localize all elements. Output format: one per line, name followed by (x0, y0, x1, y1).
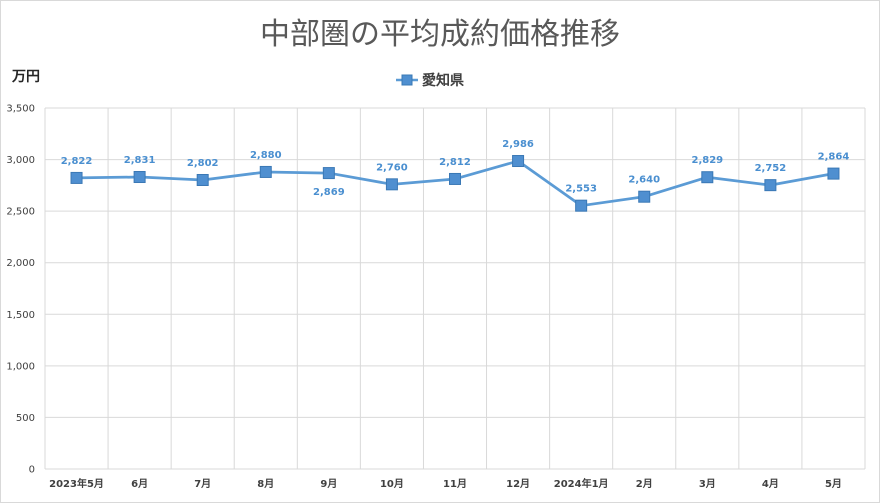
gridlines (44, 107, 866, 470)
data-point-marker (70, 171, 83, 184)
data-point-marker (322, 167, 335, 180)
legend: 愛知県 (396, 72, 464, 89)
data-point-marker (196, 173, 209, 186)
y-tick-label: 2,000 (6, 258, 35, 269)
data-label: 2,752 (755, 163, 787, 174)
x-tick-label: 12月 (506, 478, 530, 490)
data-label: 2,822 (61, 156, 93, 167)
data-label: 2,831 (124, 155, 156, 166)
series-line (70, 155, 840, 212)
x-tick-label: 2024年1月 (554, 477, 609, 490)
data-point-marker (385, 178, 398, 191)
x-tick-label: 10月 (380, 478, 404, 490)
data-point-marker (575, 199, 588, 212)
y-tick-label: 500 (16, 413, 35, 424)
data-point-marker (827, 167, 840, 180)
x-tick-label: 11月 (443, 478, 467, 490)
data-label: 2,760 (376, 162, 408, 173)
y-tick-label: 0 (29, 465, 35, 476)
data-point-marker (701, 171, 714, 184)
y-tick-label: 3,500 (6, 104, 35, 115)
x-tick-label: 3月 (699, 478, 716, 490)
chart-title: 中部圏の平均成約価格推移 (260, 17, 620, 52)
legend-marker (401, 74, 413, 86)
x-tick-label: 7月 (194, 478, 211, 490)
data-point-marker (512, 155, 525, 168)
y-tick-label: 1,500 (6, 310, 35, 321)
data-label: 2,640 (628, 175, 660, 186)
data-label: 2,869 (313, 187, 345, 198)
y-axis-unit: 万円 (11, 69, 40, 85)
data-label: 2,864 (818, 152, 850, 163)
data-label: 2,553 (565, 184, 597, 195)
x-tick-label: 9月 (320, 478, 337, 490)
y-tick-label: 3,000 (6, 155, 35, 166)
data-point-marker (638, 190, 651, 203)
x-tick-label: 2023年5月 (49, 477, 104, 490)
x-tick-label: 4月 (762, 478, 779, 490)
data-label: 2,880 (250, 150, 282, 161)
x-tick-label: 6月 (131, 478, 148, 490)
x-axis-ticks: 2023年5月 6月 7月 8月 9月 10月 11月 12月 2024年1月 2月 3月 4月 5月 (49, 477, 842, 490)
data-point-marker (764, 179, 777, 192)
data-label: 2,802 (187, 158, 219, 169)
data-label: 2,986 (502, 139, 534, 150)
data-label: 2,812 (439, 157, 471, 168)
x-tick-label: 5月 (825, 478, 842, 490)
data-labels: 2,822 2,831 2,802 2,880 2,869 2,760 2,812 2,986… (61, 139, 850, 198)
x-tick-label: 8月 (257, 478, 274, 490)
x-tick-label: 2月 (636, 478, 653, 490)
y-tick-label: 2,500 (6, 207, 35, 218)
data-point-marker (259, 165, 272, 178)
data-point-marker (449, 172, 461, 185)
y-tick-label: 1,000 (6, 361, 35, 372)
data-label: 2,829 (691, 155, 723, 166)
data-point-marker (133, 171, 146, 184)
y-axis-ticks: 0 500 1,000 1,500 2,000 2,500 3,000 3,500 (6, 104, 35, 476)
legend-label: 愛知県 (422, 72, 464, 89)
